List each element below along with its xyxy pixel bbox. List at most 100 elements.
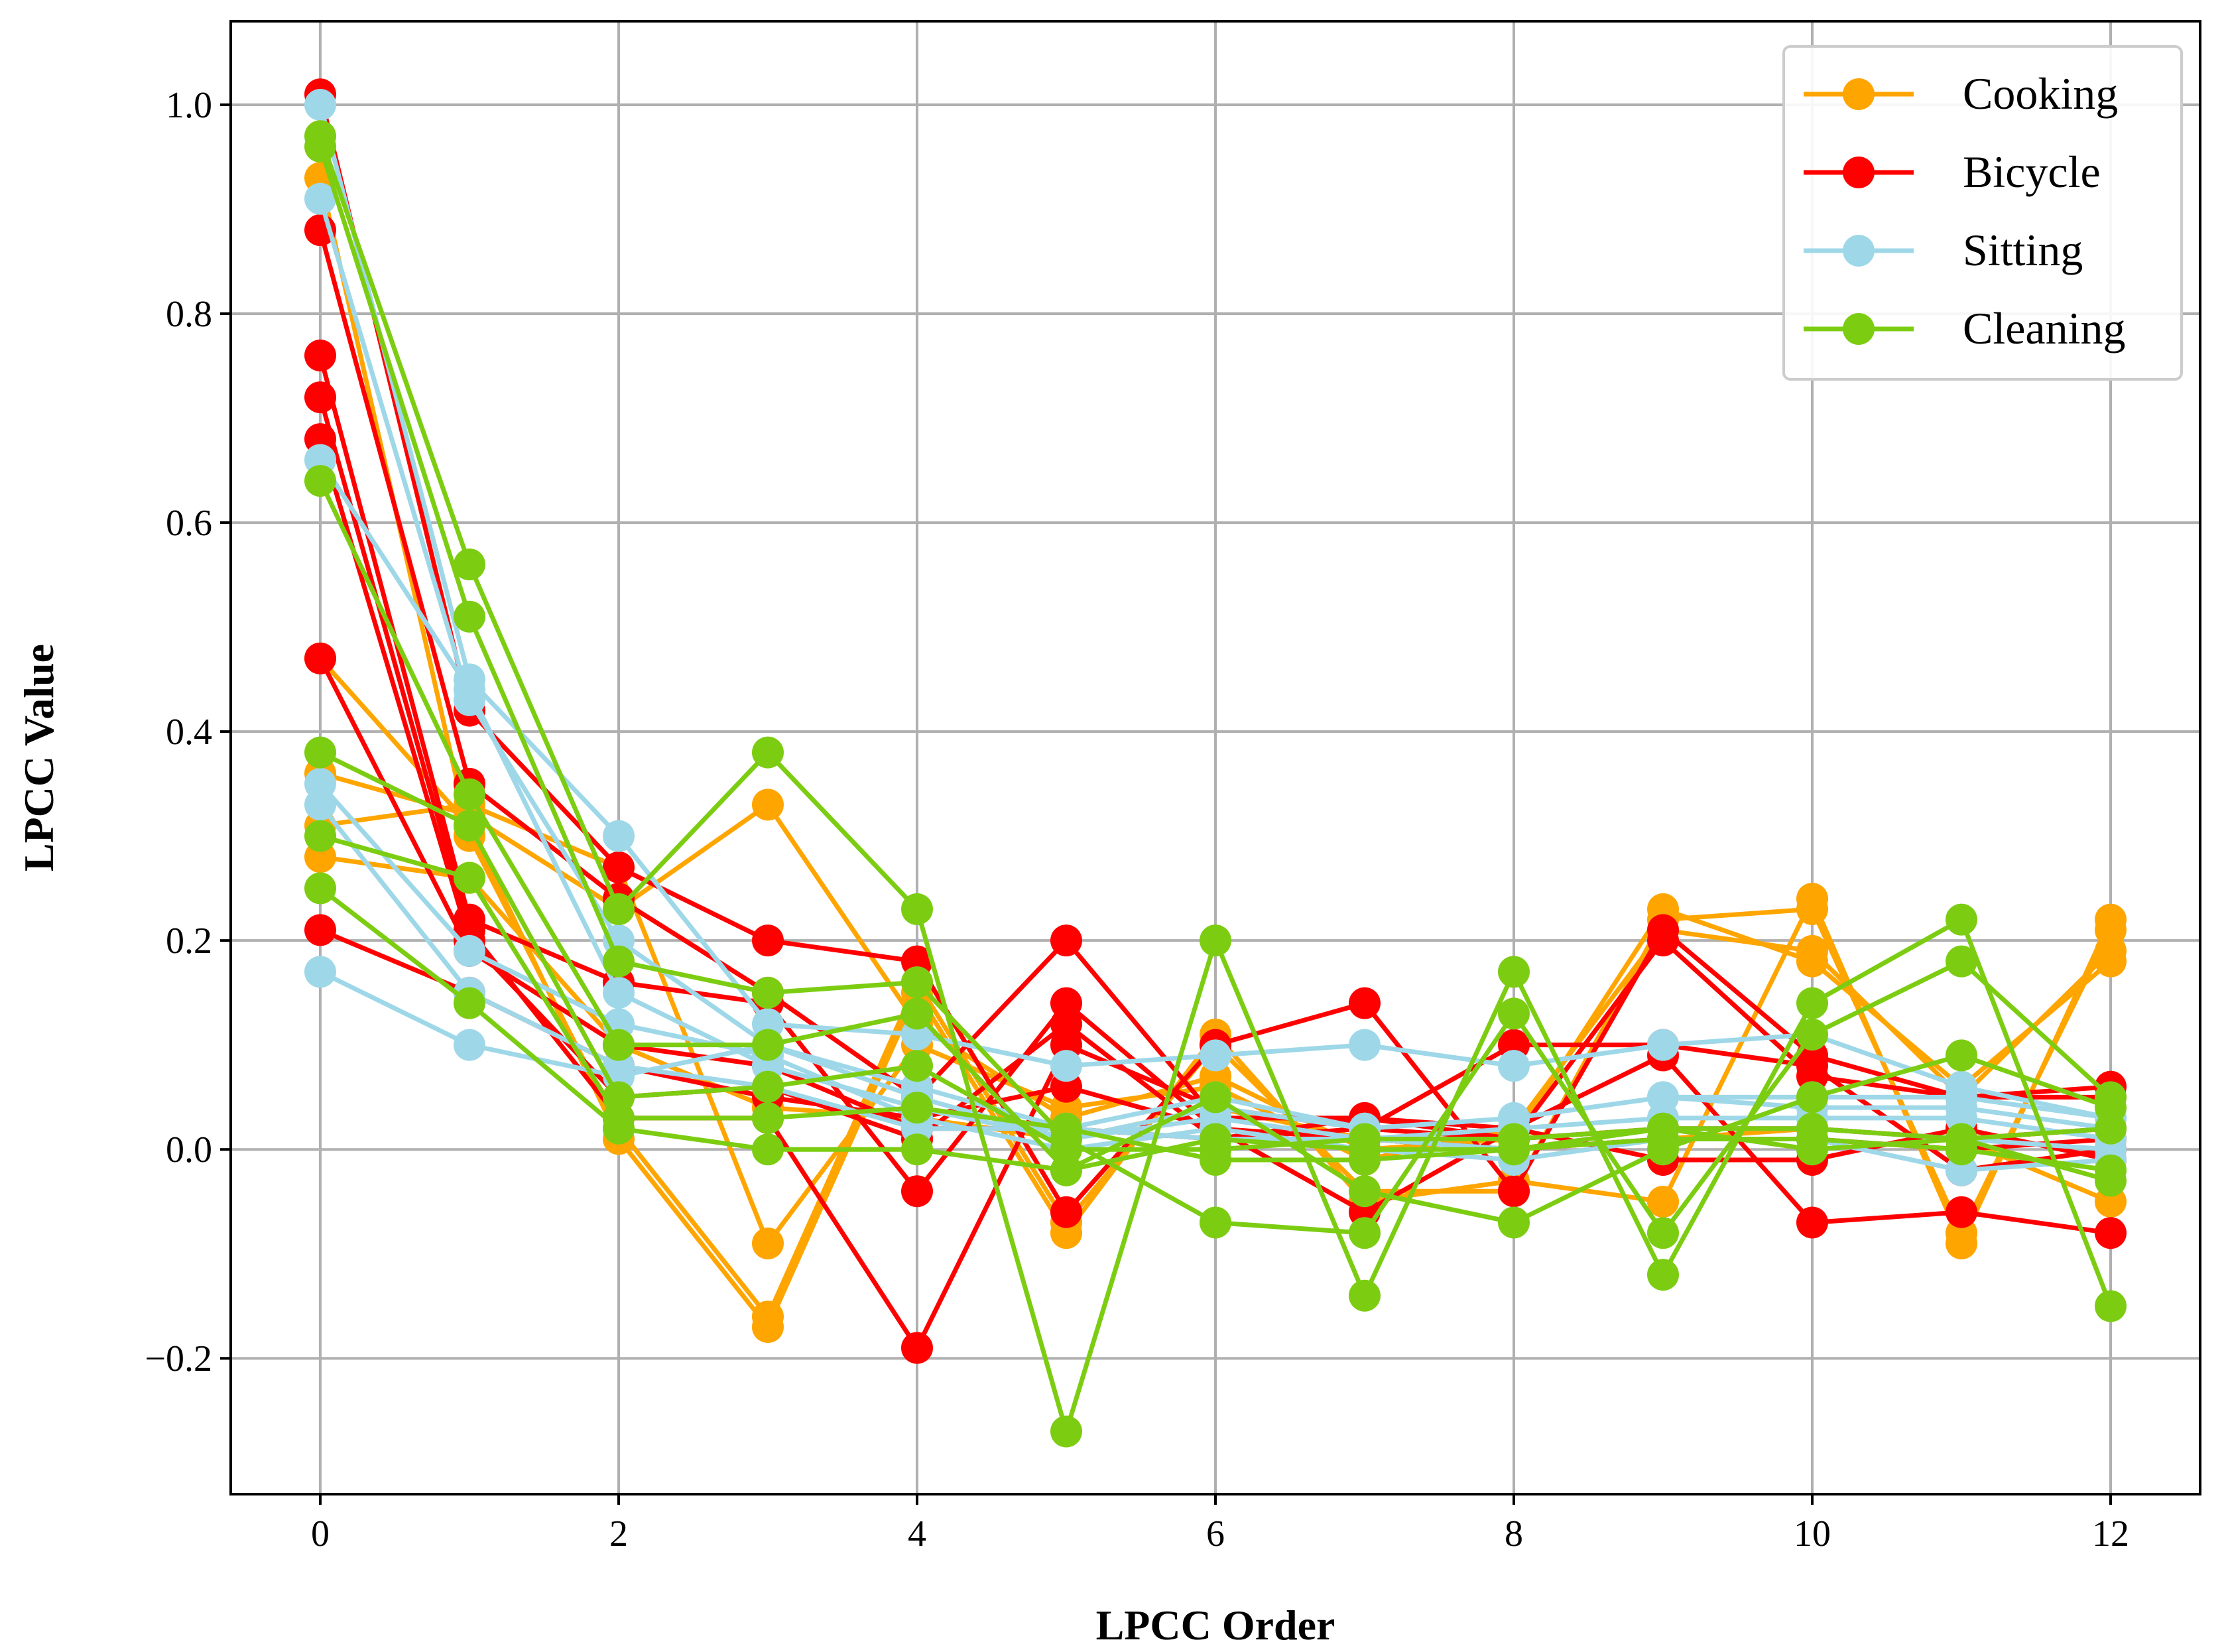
data-point-cleaning bbox=[304, 820, 336, 852]
data-point-cleaning bbox=[1349, 1279, 1381, 1312]
series-layer bbox=[304, 78, 2127, 1448]
data-point-sitting bbox=[454, 1029, 485, 1061]
data-point-bicycle bbox=[1498, 1175, 1530, 1208]
data-point-cleaning bbox=[1200, 1081, 1231, 1113]
data-point-bicycle bbox=[1647, 924, 1679, 957]
data-point-sitting bbox=[603, 820, 635, 852]
legend-marker-swatch bbox=[1843, 78, 1875, 110]
data-point-cleaning bbox=[752, 1029, 784, 1061]
data-point-cleaning bbox=[603, 893, 635, 925]
y-axis-ticks: −0.2 0.0 0.2 0.4 0.6 0.8 1.0 bbox=[145, 85, 231, 1379]
data-point-cleaning bbox=[603, 1029, 635, 1061]
data-point-sitting bbox=[1946, 1081, 1977, 1113]
y-tick-label: 0.8 bbox=[166, 294, 212, 335]
data-point-sitting bbox=[1498, 1050, 1530, 1082]
data-point-cleaning bbox=[752, 1133, 784, 1166]
legend-label: Cooking bbox=[1963, 68, 2118, 119]
legend-item-bicycle: Bicycle bbox=[1804, 147, 2101, 197]
data-point-cleaning bbox=[901, 966, 933, 999]
data-point-bicycle bbox=[603, 851, 635, 883]
data-point-cleaning bbox=[1796, 1018, 1828, 1050]
data-point-cleaning bbox=[901, 893, 933, 925]
x-tick-label: 8 bbox=[1505, 1513, 1523, 1555]
legend-item-cleaning: Cleaning bbox=[1804, 303, 2126, 353]
data-point-cleaning bbox=[1647, 1112, 1679, 1145]
x-tick-label: 4 bbox=[908, 1513, 926, 1555]
legend-label: Cleaning bbox=[1963, 303, 2126, 353]
data-point-cooking bbox=[752, 1310, 784, 1343]
x-tick-label: 10 bbox=[1794, 1513, 1831, 1555]
data-point-sitting bbox=[304, 89, 336, 121]
data-point-cleaning bbox=[1946, 945, 1977, 978]
data-point-cleaning bbox=[304, 131, 336, 163]
data-point-cooking bbox=[752, 1227, 784, 1259]
data-point-cleaning bbox=[1498, 997, 1530, 1030]
y-tick-label: −0.2 bbox=[145, 1338, 212, 1379]
data-point-cleaning bbox=[901, 997, 933, 1030]
data-point-cleaning bbox=[1349, 1217, 1381, 1249]
data-point-bicycle bbox=[901, 1332, 933, 1364]
data-point-cooking bbox=[1946, 1227, 1977, 1259]
data-point-cleaning bbox=[1200, 1206, 1231, 1239]
data-point-cleaning bbox=[1050, 1154, 1082, 1186]
x-tick-label: 12 bbox=[2092, 1513, 2129, 1555]
data-point-bicycle bbox=[1796, 1206, 1828, 1239]
data-point-cooking bbox=[2095, 903, 2127, 936]
data-point-cleaning bbox=[752, 1070, 784, 1103]
y-tick-label: 0.2 bbox=[166, 921, 212, 962]
data-point-cleaning bbox=[1200, 924, 1231, 957]
x-tick-label: 6 bbox=[1206, 1513, 1225, 1555]
data-point-bicycle bbox=[304, 340, 336, 372]
data-point-sitting bbox=[304, 789, 336, 821]
data-point-cooking bbox=[2095, 934, 2127, 967]
data-point-cleaning bbox=[603, 945, 635, 978]
data-point-cleaning bbox=[752, 976, 784, 1009]
data-point-bicycle bbox=[304, 914, 336, 946]
data-point-bicycle bbox=[752, 924, 784, 957]
data-point-bicycle bbox=[1796, 1050, 1828, 1082]
series-group-cleaning bbox=[304, 120, 2127, 1448]
x-axis-ticks: 0 2 4 6 8 10 12 bbox=[311, 1494, 2129, 1555]
data-point-cooking bbox=[1647, 1185, 1679, 1218]
data-point-sitting bbox=[304, 956, 336, 988]
data-point-cooking bbox=[1796, 883, 1828, 915]
y-tick-label: 0.0 bbox=[166, 1129, 212, 1171]
legend-label: Bicycle bbox=[1963, 147, 2101, 197]
data-point-cleaning bbox=[454, 778, 485, 810]
y-tick-label: 0.6 bbox=[166, 503, 212, 544]
data-point-cleaning bbox=[1796, 1133, 1828, 1166]
data-point-cleaning bbox=[1946, 1039, 1977, 1072]
data-point-cleaning bbox=[1498, 956, 1530, 988]
data-point-cleaning bbox=[1050, 1112, 1082, 1145]
data-point-cleaning bbox=[304, 736, 336, 769]
data-point-cleaning bbox=[1050, 1415, 1082, 1448]
legend-box bbox=[1782, 45, 2183, 381]
data-point-sitting bbox=[454, 674, 485, 706]
data-point-bicycle bbox=[1050, 1008, 1082, 1041]
y-tick-label: 0.4 bbox=[166, 712, 212, 753]
data-point-cooking bbox=[752, 789, 784, 821]
data-point-cleaning bbox=[2095, 1290, 2127, 1322]
data-point-cleaning bbox=[1946, 903, 1977, 936]
data-point-cleaning bbox=[1796, 1081, 1828, 1113]
data-point-cleaning bbox=[1647, 1259, 1679, 1291]
data-point-sitting bbox=[304, 182, 336, 215]
legend-label: Sitting bbox=[1963, 225, 2083, 275]
data-point-cleaning bbox=[454, 809, 485, 842]
data-point-bicycle bbox=[1349, 987, 1381, 1019]
data-point-cleaning bbox=[454, 600, 485, 633]
data-point-sitting bbox=[1050, 1050, 1082, 1082]
legend-marker-swatch bbox=[1843, 157, 1875, 188]
data-point-cleaning bbox=[1498, 1133, 1530, 1166]
data-point-cleaning bbox=[1349, 1175, 1381, 1208]
data-point-cooking bbox=[1796, 934, 1828, 967]
y-axis-label: LPCC Value bbox=[15, 644, 62, 871]
data-point-bicycle bbox=[1050, 924, 1082, 957]
data-point-cleaning bbox=[901, 1050, 933, 1082]
data-point-sitting bbox=[1647, 1081, 1679, 1113]
data-point-cleaning bbox=[1498, 1206, 1530, 1239]
x-tick-label: 2 bbox=[609, 1513, 628, 1555]
data-point-sitting bbox=[1647, 1029, 1679, 1061]
data-point-cleaning bbox=[603, 1112, 635, 1145]
data-point-cleaning bbox=[901, 1133, 933, 1166]
